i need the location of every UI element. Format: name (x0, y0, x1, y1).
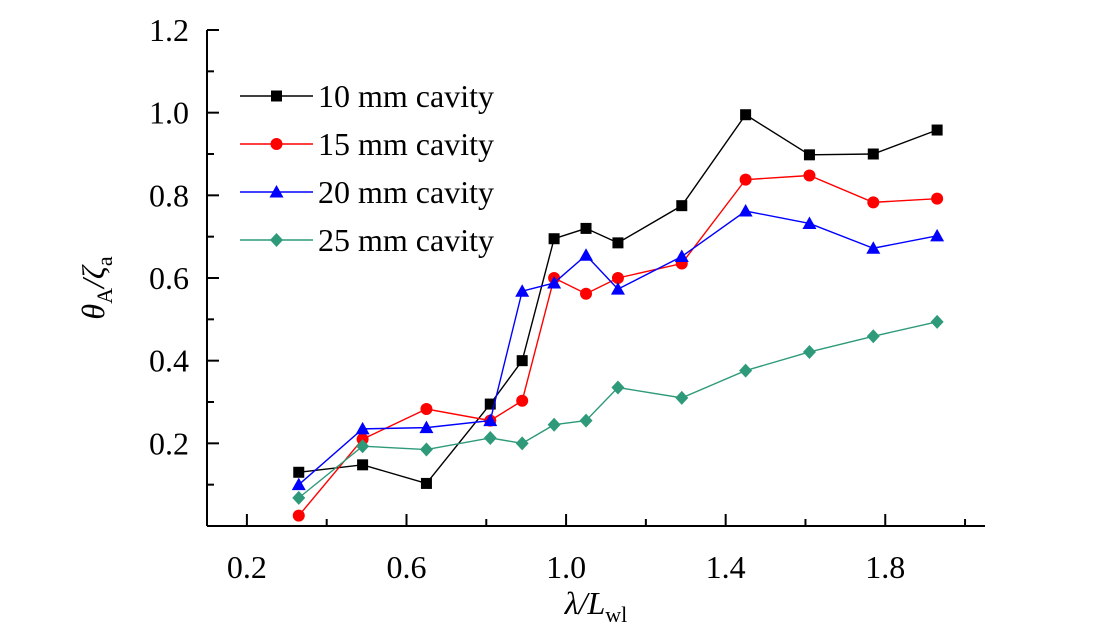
data-point (675, 390, 689, 405)
data-point (738, 204, 753, 217)
legend-label: 25 mm cavity (318, 222, 494, 258)
series-3 (291, 204, 945, 491)
data-point (579, 248, 594, 261)
data-point (802, 344, 816, 359)
x-axis-title: λ/Lwl (564, 585, 628, 627)
data-point (547, 275, 562, 289)
legend-marker (270, 138, 283, 150)
data-point (866, 329, 880, 344)
y-axis-ticks: 0.2 0.4 0.6 0.8 1.0 1.2 (149, 12, 219, 486)
series-layer (291, 109, 945, 522)
data-point (484, 398, 496, 410)
y-tick-label: 0.6 (149, 260, 189, 296)
data-point (420, 477, 432, 489)
y-tick-label: 0.2 (149, 425, 189, 461)
x-axis-ticks: 0.2 0.6 1.0 1.4 1.8 (227, 514, 967, 585)
data-point (580, 287, 593, 300)
y-tick-label: 1.0 (149, 95, 189, 131)
data-point (516, 355, 528, 367)
data-point (803, 149, 815, 161)
data-point (356, 439, 370, 454)
x-tick-label: 0.6 (386, 549, 426, 585)
legend-marker (271, 90, 282, 102)
data-point (580, 222, 592, 234)
legend-label: 15 mm cavity (318, 126, 494, 162)
data-point (611, 272, 624, 284)
y-axis-title: θA/ζa (75, 256, 117, 319)
plot-area: 0.2 0.6 1.0 1.4 1.8 0.2 0.4 0.6 0.8 1.0 1.2 10 mm… (149, 12, 985, 585)
legend-label: 10 mm cavity (318, 78, 494, 114)
data-point (740, 109, 752, 121)
legend: 10 mm cavity 15 mm cavity 20 mm cavity 25 m… (240, 78, 494, 258)
data-point (611, 380, 625, 395)
data-point (356, 433, 369, 446)
data-point (867, 196, 880, 209)
data-point (579, 413, 593, 428)
legend-item: 15 mm cavity (240, 126, 494, 162)
data-point (739, 363, 753, 378)
data-point (547, 417, 561, 432)
data-point (610, 282, 625, 295)
legend-label: 20 mm cavity (318, 174, 494, 210)
y-tick-label: 1.2 (149, 12, 189, 48)
data-point (419, 420, 434, 434)
data-point (420, 403, 433, 416)
data-point (548, 233, 560, 245)
series-2 (292, 169, 944, 522)
data-point (483, 430, 497, 445)
legend-item: 25 mm cavity (240, 222, 494, 258)
data-point (515, 436, 529, 451)
data-point (612, 237, 624, 249)
legend-item: 20 mm cavity (240, 174, 494, 210)
legend-item: 10 mm cavity (240, 78, 494, 114)
y-tick-label: 0.8 (149, 177, 189, 213)
data-point (930, 228, 945, 242)
x-tick-label: 0.2 (227, 549, 267, 585)
legend-marker (270, 233, 283, 247)
series-1 (293, 109, 943, 489)
data-point (516, 394, 529, 407)
data-point (292, 509, 305, 522)
x-tick-label: 1.4 (706, 549, 746, 585)
data-point (930, 314, 944, 329)
legend-marker (269, 185, 284, 198)
data-point (867, 148, 879, 160)
data-point (866, 241, 881, 254)
series-4 (292, 314, 944, 505)
data-point (931, 192, 944, 205)
x-tick-label: 1.0 (546, 549, 586, 585)
data-point (293, 466, 305, 478)
data-point (515, 284, 530, 297)
data-point (483, 413, 498, 427)
data-point (802, 216, 817, 229)
data-point (291, 477, 306, 491)
data-point (676, 200, 688, 212)
data-point (292, 490, 306, 505)
data-point (803, 169, 816, 182)
data-point (674, 249, 689, 263)
data-point (931, 124, 943, 136)
data-point (739, 173, 752, 186)
data-point (419, 442, 433, 457)
data-point (357, 459, 369, 471)
series-line (298, 321, 938, 499)
x-tick-label: 1.8 (865, 549, 905, 585)
y-tick-label: 0.4 (149, 343, 189, 379)
data-point (355, 421, 370, 435)
